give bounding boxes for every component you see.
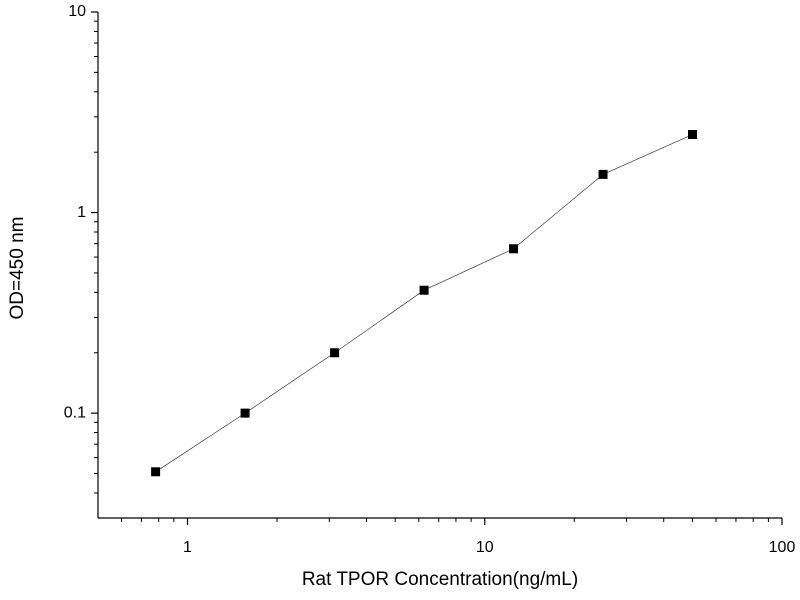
x-tick-label: 1 [183, 539, 192, 556]
y-tick-label: 10 [68, 3, 86, 20]
data-point [419, 285, 429, 295]
x-tick-label: 100 [769, 539, 796, 556]
data-point [240, 408, 250, 418]
y-tick-label: 0.1 [64, 404, 86, 421]
y-axis-label: OD=450 nm [7, 217, 28, 320]
x-tick-label: 10 [476, 539, 494, 556]
data-point [330, 348, 340, 358]
data-point [509, 244, 519, 254]
series-line [155, 134, 693, 473]
data-point [688, 130, 698, 140]
data-point [151, 467, 161, 477]
x-axis-label: Rat TPOR Concentration(ng/mL) [302, 569, 578, 590]
y-tick-label: 1 [77, 204, 86, 221]
data-point [598, 169, 608, 179]
